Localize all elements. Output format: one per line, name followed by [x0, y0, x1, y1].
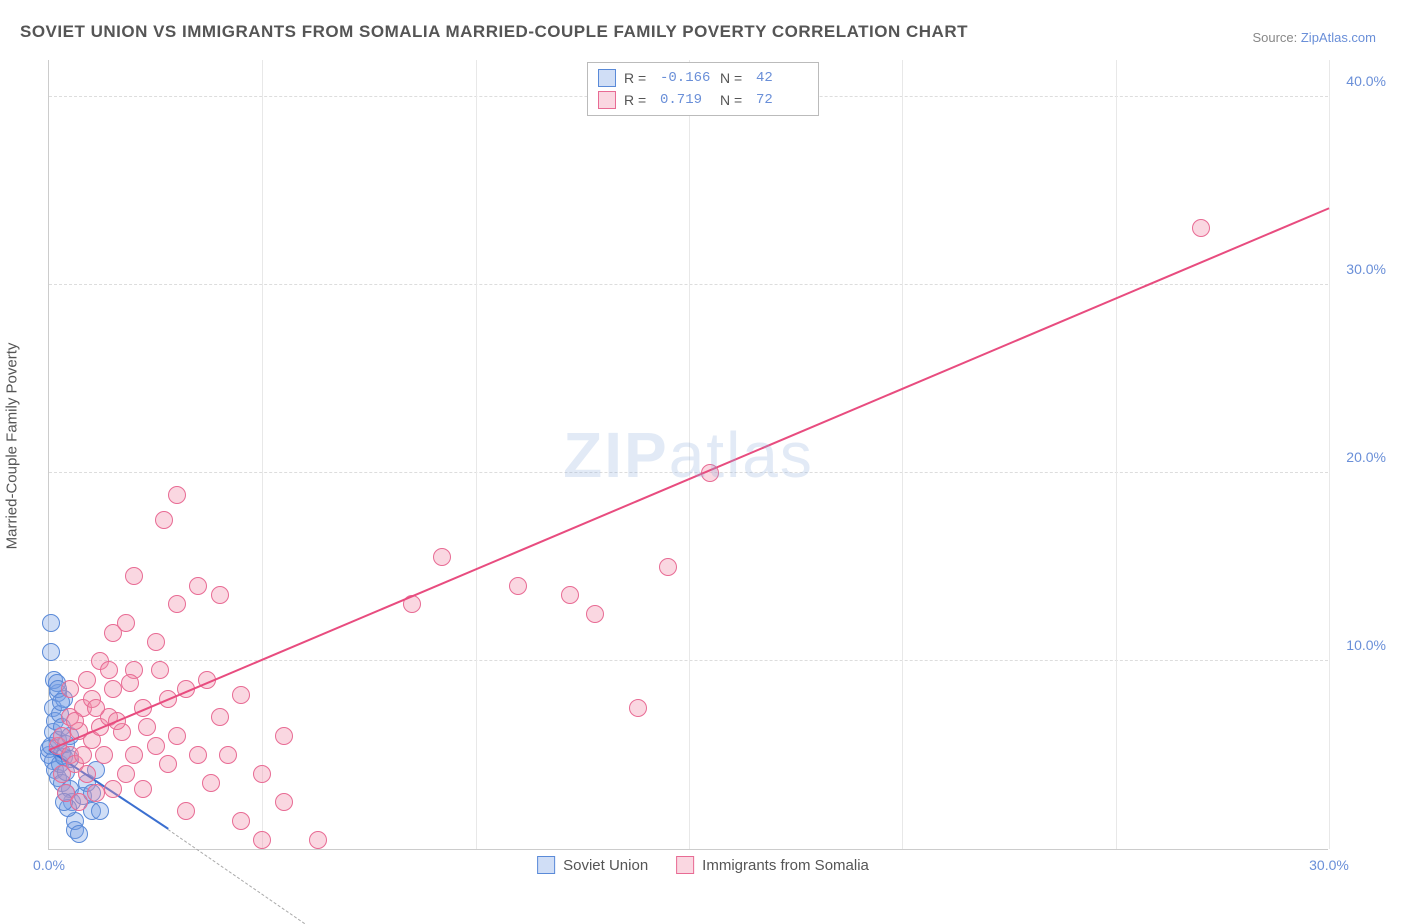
legend-r-value: -0.166: [660, 70, 712, 86]
y-tick-label: 10.0%: [1346, 637, 1386, 653]
data-point: [189, 746, 207, 764]
data-point: [78, 765, 96, 783]
data-point: [177, 802, 195, 820]
y-tick-label: 20.0%: [1346, 449, 1386, 465]
data-point: [509, 577, 527, 595]
legend-swatch: [598, 91, 616, 109]
data-point: [189, 577, 207, 595]
data-point: [433, 548, 451, 566]
data-point: [253, 831, 271, 849]
series-legend: Soviet Union Immigrants from Somalia: [537, 856, 869, 874]
data-point: [629, 699, 647, 717]
trend-line: [168, 829, 305, 924]
legend-row: R = -0.166 N = 42: [598, 67, 808, 89]
data-point: [87, 784, 105, 802]
data-point: [42, 614, 60, 632]
gridline: [476, 60, 477, 849]
x-tick-label: 0.0%: [33, 857, 65, 873]
data-point: [232, 686, 250, 704]
data-point: [168, 595, 186, 613]
data-point: [232, 812, 250, 830]
data-point: [100, 661, 118, 679]
data-point: [147, 633, 165, 651]
scatter-chart: ZIPatlas 10.0%20.0%30.0%40.0%0.0%30.0%: [48, 60, 1328, 850]
y-tick-label: 40.0%: [1346, 73, 1386, 89]
gridline: [1329, 60, 1330, 849]
data-point: [253, 765, 271, 783]
data-point: [104, 680, 122, 698]
data-point: [91, 802, 109, 820]
data-point: [117, 765, 135, 783]
data-point: [121, 674, 139, 692]
chart-title: SOVIET UNION VS IMMIGRANTS FROM SOMALIA …: [20, 22, 968, 42]
data-point: [134, 780, 152, 798]
data-point: [138, 718, 156, 736]
data-point: [87, 699, 105, 717]
data-point: [66, 712, 84, 730]
data-point: [78, 671, 96, 689]
legend-row: R = 0.719 N = 72: [598, 89, 808, 111]
data-point: [168, 486, 186, 504]
data-point: [309, 831, 327, 849]
data-point: [155, 511, 173, 529]
data-point: [561, 586, 579, 604]
correlation-legend: R = -0.166 N = 42 R = 0.719 N = 72: [587, 62, 819, 116]
source-attribution: Source: ZipAtlas.com: [1252, 30, 1376, 45]
legend-n-label: N =: [720, 92, 748, 108]
data-point: [104, 780, 122, 798]
legend-n-value: 72: [756, 92, 808, 108]
legend-item: Immigrants from Somalia: [676, 856, 869, 874]
data-point: [61, 680, 79, 698]
data-point: [659, 558, 677, 576]
legend-n-label: N =: [720, 70, 748, 86]
data-point: [275, 793, 293, 811]
legend-swatch: [676, 856, 694, 874]
data-point: [70, 825, 88, 843]
data-point: [202, 774, 220, 792]
legend-swatch: [598, 69, 616, 87]
data-point: [125, 567, 143, 585]
gridline: [1116, 60, 1117, 849]
data-point: [211, 586, 229, 604]
data-point: [211, 708, 229, 726]
data-point: [1192, 219, 1210, 237]
data-point: [117, 614, 135, 632]
gridline: [902, 60, 903, 849]
legend-item: Soviet Union: [537, 856, 648, 874]
y-tick-label: 30.0%: [1346, 261, 1386, 277]
gridline: [689, 60, 690, 849]
gridline: [262, 60, 263, 849]
legend-label: Immigrants from Somalia: [702, 857, 869, 874]
data-point: [219, 746, 237, 764]
data-point: [586, 605, 604, 623]
x-tick-label: 30.0%: [1309, 857, 1349, 873]
legend-r-label: R =: [624, 92, 652, 108]
legend-swatch: [537, 856, 555, 874]
data-point: [275, 727, 293, 745]
data-point: [70, 793, 88, 811]
data-point: [159, 755, 177, 773]
legend-label: Soviet Union: [563, 857, 648, 874]
data-point: [151, 661, 169, 679]
data-point: [147, 737, 165, 755]
legend-r-label: R =: [624, 70, 652, 86]
legend-n-value: 42: [756, 70, 808, 86]
legend-r-value: 0.719: [660, 92, 712, 108]
data-point: [168, 727, 186, 745]
data-point: [95, 746, 113, 764]
data-point: [125, 746, 143, 764]
data-point: [42, 643, 60, 661]
y-axis-label: Married-Couple Family Poverty: [4, 343, 21, 550]
source-link[interactable]: ZipAtlas.com: [1301, 30, 1376, 45]
